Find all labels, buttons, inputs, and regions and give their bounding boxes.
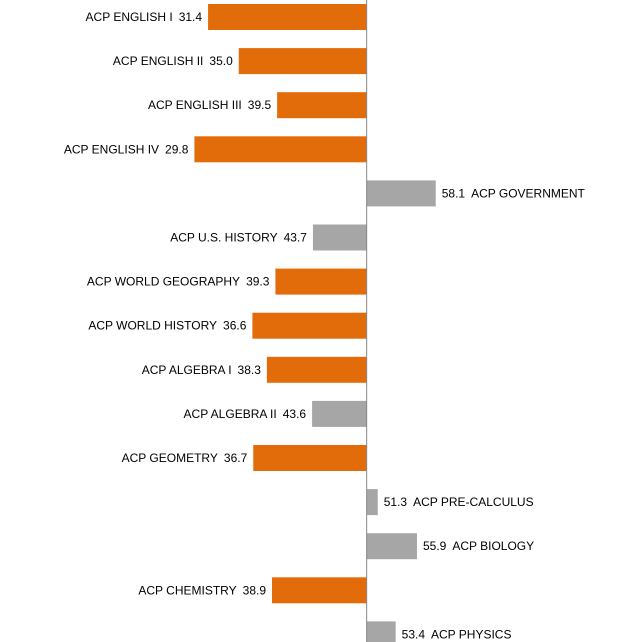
category-label: ACP PHYSICS — [431, 628, 511, 642]
category-label: ACP ENGLISH I — [86, 10, 173, 24]
value-label: 51.3 — [384, 495, 408, 509]
value-label: 38.3 — [238, 363, 262, 377]
bar — [266, 356, 367, 383]
bar-label: ACP ENGLISH II 35.0 — [113, 54, 233, 68]
bar-label: 58.1 ACP GOVERNMENT — [442, 187, 586, 201]
value-label: 53.4 — [402, 628, 426, 642]
value-label: 43.6 — [283, 407, 307, 421]
bar-label: ACP U.S. HISTORY 43.7 — [170, 231, 307, 245]
bar-label: ACP CHEMISTRY 38.9 — [138, 583, 266, 597]
bar-label: ACP ALGEBRA II 43.6 — [184, 407, 307, 421]
bar — [275, 268, 367, 295]
category-label: ACP CHEMISTRY — [138, 583, 236, 597]
category-label: ACP WORLD HISTORY — [88, 319, 217, 333]
category-label: ACP GOVERNMENT — [471, 187, 585, 201]
bar — [272, 577, 367, 604]
bar — [238, 48, 367, 75]
category-label: ACP PRE-CALCULUS — [413, 495, 533, 509]
category-label: ACP ENGLISH III — [148, 98, 242, 112]
bar — [194, 136, 367, 163]
category-label: ACP BIOLOGY — [452, 539, 534, 553]
bar — [366, 533, 417, 560]
value-label: 39.3 — [246, 275, 270, 289]
value-label: 55.9 — [423, 539, 447, 553]
bar — [366, 489, 378, 516]
value-label: 58.1 — [442, 187, 466, 201]
value-label: 38.9 — [243, 583, 267, 597]
bar-label: ACP GEOMETRY 36.7 — [122, 451, 248, 465]
category-label: ACP ENGLISH II — [113, 54, 203, 68]
bar-label: 51.3 ACP PRE-CALCULUS — [384, 495, 534, 509]
value-label: 43.7 — [284, 231, 308, 245]
bar-label: 53.4 ACP PHYSICS — [402, 628, 512, 642]
value-label: 36.6 — [223, 319, 247, 333]
bar-label: 55.9 ACP BIOLOGY — [423, 539, 534, 553]
value-label: 35.0 — [209, 54, 233, 68]
value-label: 36.7 — [224, 451, 248, 465]
bar-label: ACP ENGLISH III 39.5 — [148, 98, 271, 112]
category-label: ACP WORLD GEOGRAPHY — [87, 275, 240, 289]
bar-label: ACP ALGEBRA I 38.3 — [142, 363, 262, 377]
bar — [312, 400, 367, 427]
value-label: 29.8 — [165, 142, 189, 156]
category-label: ACP ALGEBRA I — [142, 363, 232, 377]
bar — [366, 180, 436, 207]
bar-label: ACP ENGLISH I 31.4 — [86, 10, 203, 24]
category-label: ACP U.S. HISTORY — [170, 231, 277, 245]
category-label: ACP ENGLISH IV — [64, 142, 159, 156]
bar — [208, 4, 367, 30]
bar-label: ACP ENGLISH IV 29.8 — [64, 142, 189, 156]
bar — [277, 92, 367, 119]
bar-label: ACP WORLD HISTORY 36.6 — [88, 319, 246, 333]
bar — [366, 621, 396, 642]
value-label: 31.4 — [179, 10, 203, 24]
bar — [252, 312, 367, 339]
bar — [312, 224, 367, 251]
bar-label: ACP WORLD GEOGRAPHY 39.3 — [87, 275, 270, 289]
category-label: ACP GEOMETRY — [122, 451, 218, 465]
category-label: ACP ALGEBRA II — [184, 407, 277, 421]
bar — [253, 445, 367, 471]
value-label: 39.5 — [248, 98, 272, 112]
